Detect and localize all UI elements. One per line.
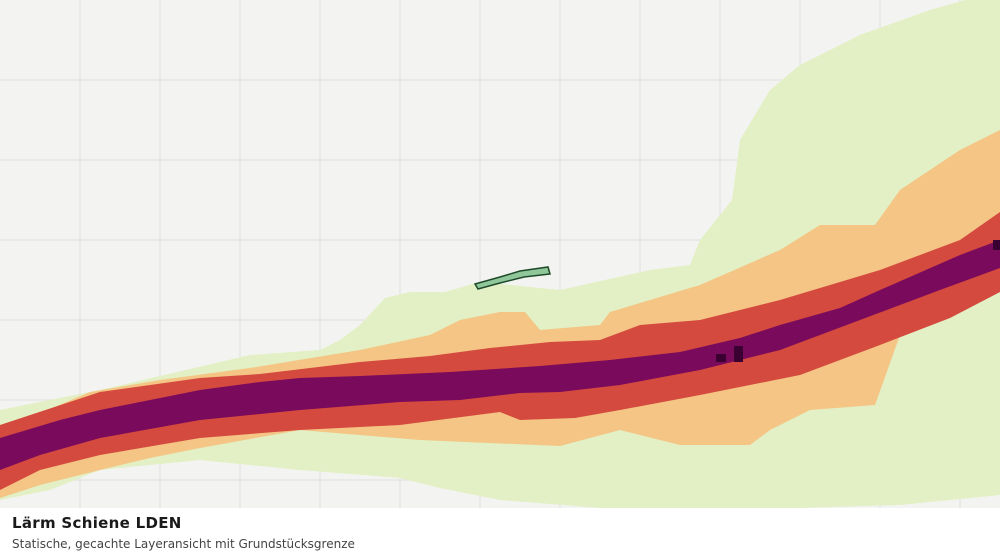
noise-zone-very-high xyxy=(0,240,1000,470)
noise-hotspot xyxy=(716,354,726,362)
map-subtitle: Statische, gecachte Layeransicht mit Gru… xyxy=(12,537,355,551)
map-caption: Lärm Schiene LDEN Statische, gecachte La… xyxy=(0,508,1000,560)
parcel-boundary xyxy=(473,266,551,290)
noise-zone-high xyxy=(0,212,1000,490)
noise-hotspot xyxy=(734,346,743,362)
map-title: Lärm Schiene LDEN xyxy=(12,514,182,532)
noise-hotspot xyxy=(993,240,1000,250)
map-view xyxy=(0,0,1000,508)
